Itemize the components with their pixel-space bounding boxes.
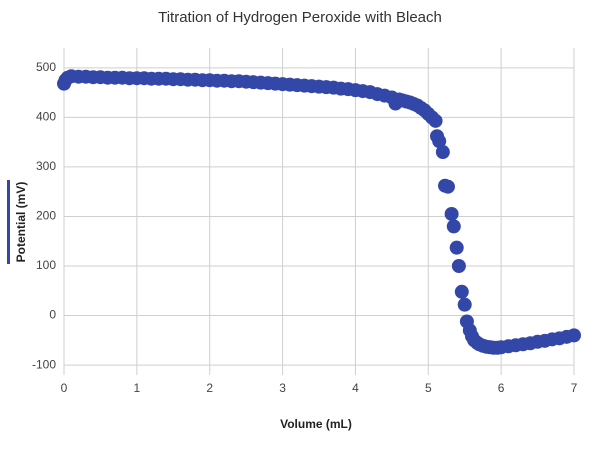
chart-title: Titration of Hydrogen Peroxide with Blea… [158, 9, 442, 26]
y-tick-label: 500 [36, 60, 56, 74]
x-tick-label: 4 [352, 381, 359, 395]
data-point [451, 259, 466, 273]
data-point [454, 284, 469, 299]
data-point [435, 145, 450, 160]
x-tick-label: 6 [498, 381, 505, 395]
y-tick-label: 300 [36, 159, 56, 173]
y-tick-label: 200 [36, 209, 56, 223]
y-tick-label: 0 [49, 308, 56, 322]
data-point [446, 219, 461, 234]
data-point [440, 179, 455, 194]
data-point [428, 113, 443, 128]
data-point [449, 240, 464, 255]
y-axis-label: Potential (mV) [14, 182, 28, 263]
data-point [432, 134, 447, 149]
x-tick-label: 2 [206, 381, 213, 395]
x-tick-label: 3 [279, 381, 286, 395]
x-tick-label: 7 [571, 381, 578, 395]
x-axis-label: Volume (mL) [280, 417, 352, 431]
y-tick-label: 100 [36, 258, 56, 272]
axis-indicator [7, 180, 10, 264]
data-point [457, 297, 472, 312]
x-tick-label: 5 [425, 381, 432, 395]
x-tick-label: 0 [61, 381, 68, 395]
y-tick-label: 400 [36, 110, 56, 124]
data-point [444, 206, 459, 221]
data-point [567, 328, 581, 343]
y-tick-label: -100 [32, 357, 56, 371]
x-tick-label: 1 [134, 381, 141, 395]
